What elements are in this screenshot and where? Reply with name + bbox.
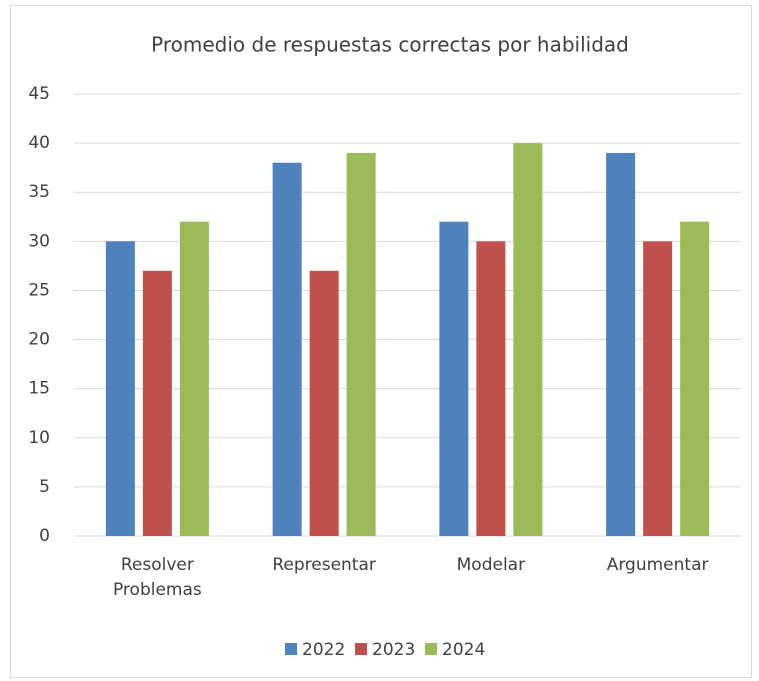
bar [439, 221, 469, 536]
bar [142, 270, 172, 536]
x-tick-label: Resolver Problemas [112, 555, 202, 600]
y-tick-label: 45 [28, 84, 50, 104]
y-tick-label: 15 [28, 379, 50, 399]
legend-label: 2023 [372, 640, 415, 660]
bar [272, 162, 302, 536]
x-tick-label: Argumentar [606, 555, 709, 575]
legend-swatch [285, 643, 297, 655]
legend-label: 2024 [442, 640, 485, 660]
y-tick-label: 40 [28, 133, 50, 153]
bar [105, 241, 135, 537]
bar [606, 152, 636, 536]
legend-swatch [355, 643, 367, 655]
x-tick-label: Modelar [456, 555, 526, 575]
bar [346, 152, 376, 536]
y-tick-label: 30 [28, 231, 50, 251]
y-tick-label: 5 [39, 477, 50, 497]
bar [309, 270, 339, 536]
legend-label: 2022 [302, 640, 345, 660]
y-tick-label: 35 [28, 182, 50, 202]
bar [643, 241, 673, 537]
chart-title: Promedio de respuestas correctas por hab… [151, 33, 629, 57]
y-tick-label: 10 [28, 428, 50, 448]
y-tick-label: 25 [28, 280, 50, 300]
x-tick-label: Representar [272, 555, 376, 575]
bar [179, 221, 209, 536]
bar [476, 241, 506, 537]
legend-swatch [425, 643, 437, 655]
bar [680, 221, 710, 536]
y-tick-label: 0 [39, 526, 50, 546]
bar [513, 143, 543, 536]
y-tick-label: 20 [28, 330, 50, 350]
